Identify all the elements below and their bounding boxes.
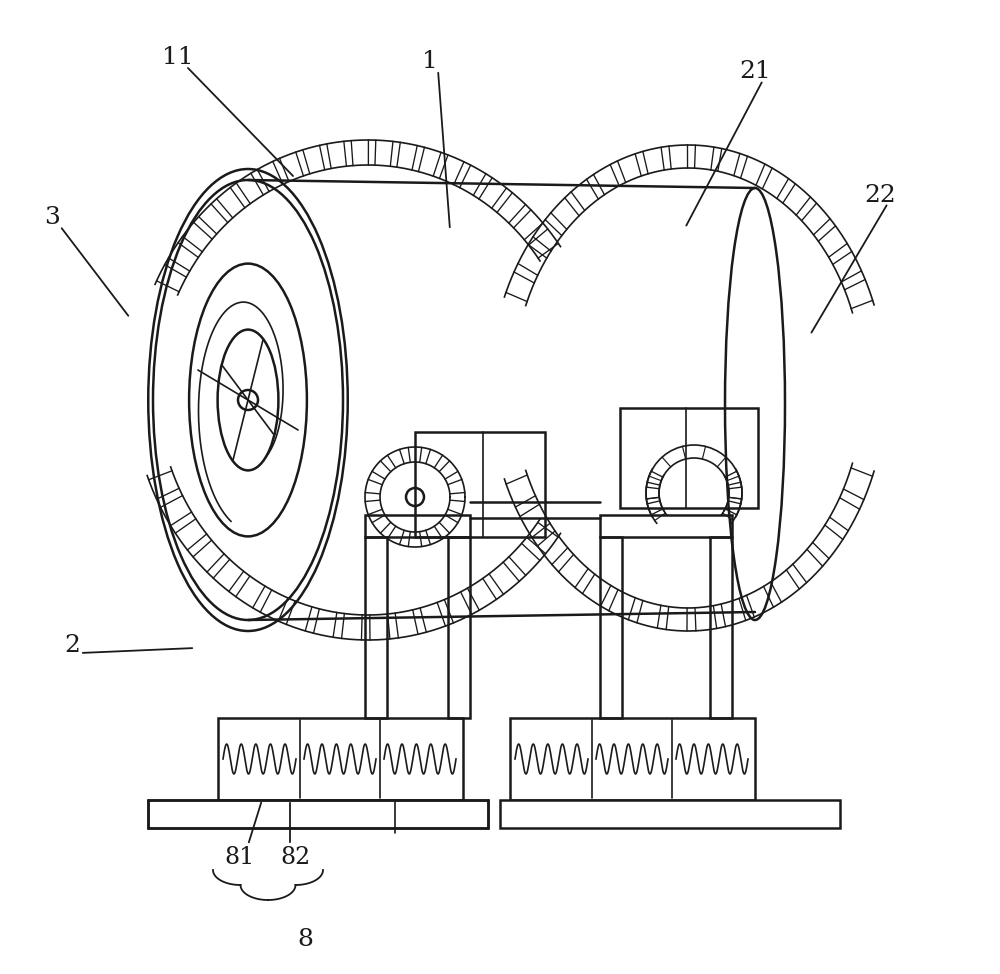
Bar [148, 800, 488, 828]
Bar [365, 515, 470, 537]
Text: 22: 22 [864, 183, 896, 206]
Bar [448, 537, 470, 718]
Bar [365, 537, 387, 718]
Text: 1: 1 [422, 51, 438, 73]
Bar [500, 800, 840, 828]
Bar [218, 718, 463, 800]
Bar [620, 408, 758, 508]
Text: 81: 81 [225, 846, 255, 870]
Bar [510, 718, 755, 800]
Bar [600, 515, 732, 537]
Text: 8: 8 [297, 928, 313, 952]
Text: 2: 2 [64, 633, 80, 656]
Bar [415, 432, 545, 537]
Bar [600, 537, 622, 718]
Text: 3: 3 [44, 206, 60, 230]
Text: 21: 21 [739, 60, 771, 84]
Text: 11: 11 [162, 47, 194, 69]
Text: 82: 82 [280, 846, 310, 870]
Bar [710, 537, 732, 718]
